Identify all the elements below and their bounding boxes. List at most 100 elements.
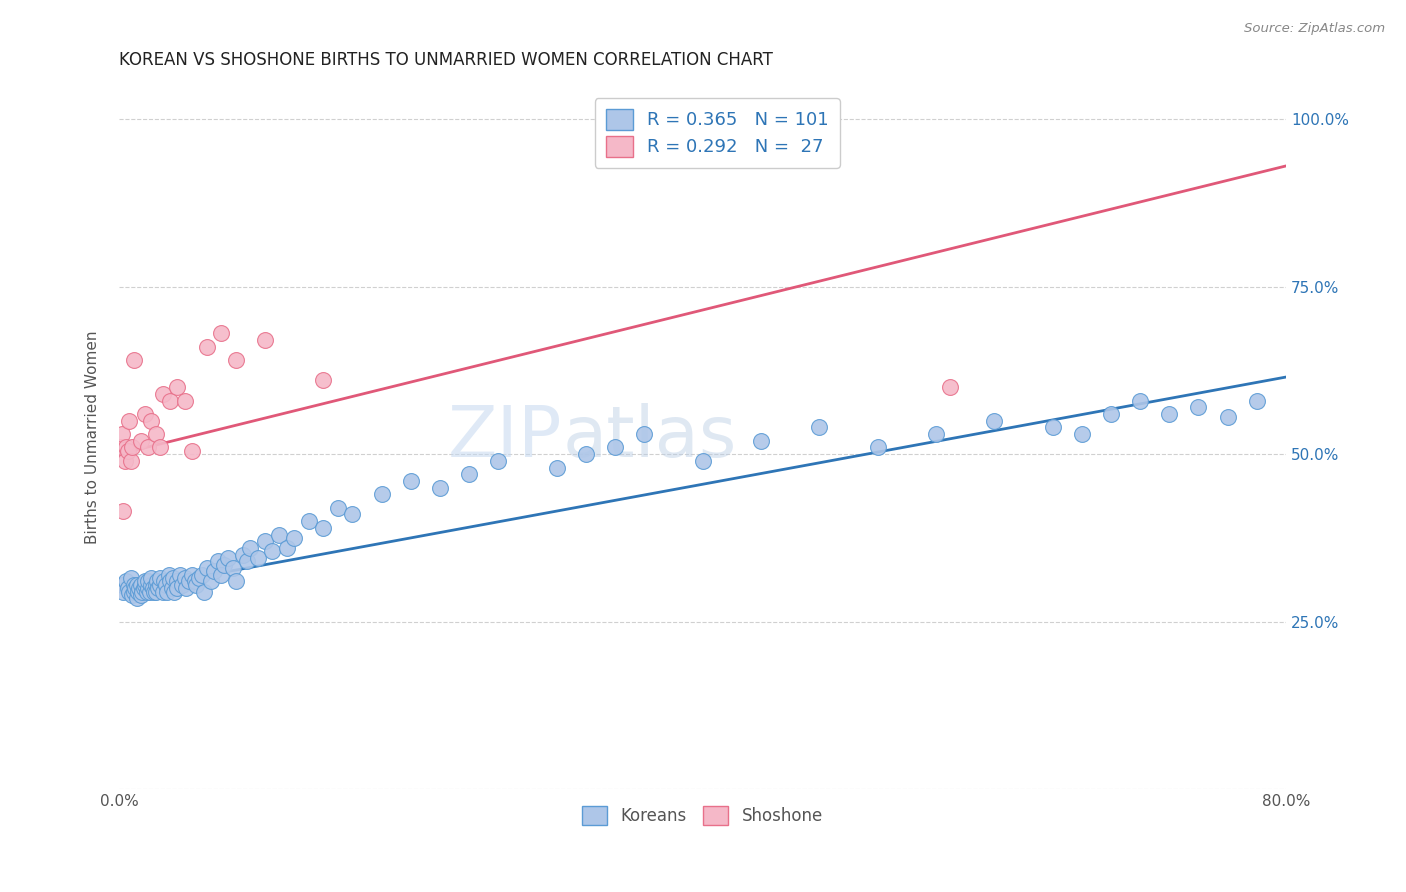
Point — [1129, 393, 1152, 408]
Point — [118, 414, 141, 428]
Point — [236, 554, 259, 568]
Point — [298, 514, 321, 528]
Point — [173, 393, 195, 408]
Point — [152, 386, 174, 401]
Point — [166, 574, 188, 589]
Point — [143, 584, 166, 599]
Point — [186, 578, 208, 592]
Point — [225, 353, 247, 368]
Point — [184, 574, 207, 589]
Point — [160, 581, 183, 595]
Point — [749, 434, 772, 448]
Point — [939, 380, 962, 394]
Point — [129, 434, 152, 448]
Point — [145, 427, 167, 442]
Point — [193, 584, 215, 599]
Point — [128, 581, 150, 595]
Point — [136, 581, 159, 595]
Point — [276, 541, 298, 555]
Point — [326, 500, 349, 515]
Point — [159, 393, 181, 408]
Point — [122, 584, 145, 599]
Point — [246, 551, 269, 566]
Text: ZIP: ZIP — [449, 403, 562, 472]
Text: atlas: atlas — [562, 403, 737, 472]
Text: KOREAN VS SHOSHONE BIRTHS TO UNMARRIED WOMEN CORRELATION CHART: KOREAN VS SHOSHONE BIRTHS TO UNMARRIED W… — [120, 51, 773, 69]
Point — [181, 443, 204, 458]
Point — [135, 584, 157, 599]
Point — [217, 551, 239, 566]
Point — [177, 574, 200, 589]
Point — [399, 474, 422, 488]
Point — [166, 581, 188, 595]
Point — [125, 591, 148, 606]
Point — [131, 584, 153, 599]
Y-axis label: Births to Unmarried Women: Births to Unmarried Women — [86, 331, 100, 544]
Point — [692, 454, 714, 468]
Point — [191, 567, 214, 582]
Point — [159, 574, 181, 589]
Point — [212, 558, 235, 572]
Point — [132, 581, 155, 595]
Point — [149, 578, 172, 592]
Point — [124, 581, 146, 595]
Point — [195, 340, 218, 354]
Point — [112, 504, 135, 518]
Point — [118, 584, 141, 599]
Point — [808, 420, 831, 434]
Point — [148, 581, 170, 595]
Point — [925, 427, 948, 442]
Point — [983, 414, 1005, 428]
Point — [486, 454, 509, 468]
Point — [115, 441, 138, 455]
Point — [253, 333, 276, 347]
Point — [209, 567, 232, 582]
Point — [546, 460, 568, 475]
Point — [125, 578, 148, 592]
Point — [111, 427, 134, 442]
Point — [145, 584, 167, 599]
Point — [134, 407, 156, 421]
Point — [239, 541, 262, 555]
Point — [1042, 420, 1064, 434]
Point — [139, 578, 162, 592]
Point — [169, 567, 191, 582]
Point — [121, 441, 143, 455]
Point — [121, 588, 143, 602]
Point — [139, 571, 162, 585]
Point — [139, 414, 162, 428]
Point — [195, 561, 218, 575]
Point — [342, 508, 364, 522]
Point — [370, 487, 392, 501]
Point — [120, 571, 142, 585]
Point — [149, 571, 172, 585]
Point — [429, 481, 451, 495]
Point — [127, 584, 149, 599]
Point — [262, 544, 284, 558]
Point — [1187, 401, 1209, 415]
Point — [458, 467, 481, 482]
Point — [129, 588, 152, 602]
Point — [1099, 407, 1122, 421]
Point — [122, 353, 145, 368]
Point — [157, 567, 180, 582]
Point — [156, 584, 179, 599]
Point — [163, 584, 186, 599]
Text: Source: ZipAtlas.com: Source: ZipAtlas.com — [1244, 22, 1385, 36]
Point — [222, 561, 245, 575]
Point — [253, 534, 276, 549]
Point — [112, 584, 135, 599]
Point — [117, 443, 139, 458]
Point — [633, 427, 655, 442]
Point — [1246, 393, 1268, 408]
Point — [120, 454, 142, 468]
Point — [110, 441, 132, 455]
Point — [209, 326, 232, 341]
Point — [149, 441, 172, 455]
Point — [1159, 407, 1181, 421]
Point — [117, 581, 139, 595]
Point — [122, 578, 145, 592]
Point — [138, 584, 160, 599]
Point — [603, 441, 626, 455]
Point — [170, 578, 193, 592]
